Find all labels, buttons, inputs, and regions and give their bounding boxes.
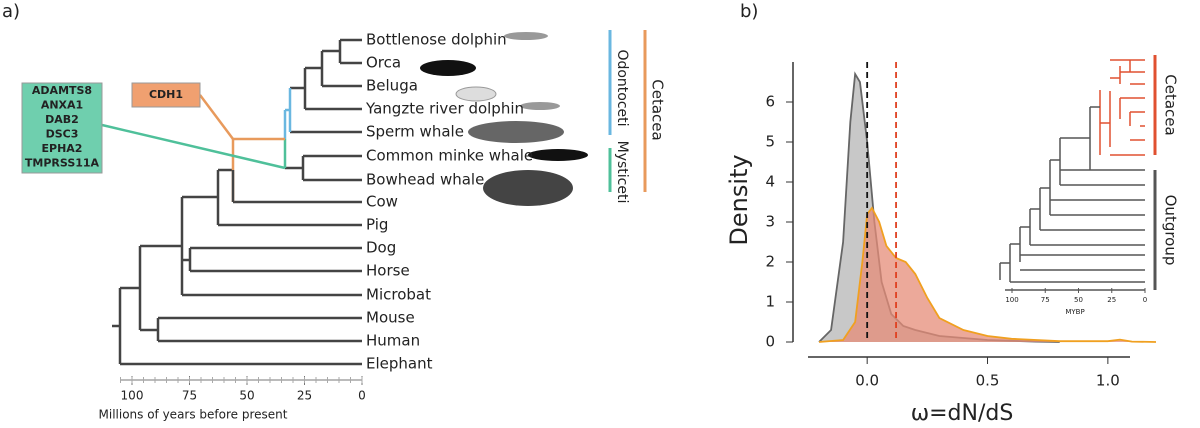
y-tick-label: 1 (765, 293, 775, 311)
x-tick-label: 1.0 (1096, 372, 1120, 390)
density-line (818, 206, 1157, 343)
y-tick-label: 0 (765, 333, 775, 351)
taxon-label: Mouse (366, 309, 415, 327)
tick-label: 0 (358, 389, 366, 403)
taxon-label: Bottlenose dolphin (366, 31, 507, 49)
inset-label: Outgroup (1162, 195, 1180, 266)
tick-label: 50 (239, 389, 254, 403)
taxon-label: Cow (366, 193, 398, 211)
taxon-label: Human (366, 332, 420, 350)
tick-label: 100 (121, 389, 144, 403)
inset-label: Cetacea (1162, 74, 1180, 135)
tick-label: 50 (1074, 296, 1083, 304)
y-tick-label: 3 (765, 213, 775, 231)
tick-label: 75 (1041, 296, 1050, 304)
x-axis-label: ω=dN/dS (911, 401, 1014, 426)
taxon-label: Sperm whale (366, 123, 464, 141)
taxon-label: Dog (366, 239, 396, 257)
tick-label: 25 (297, 389, 312, 403)
y-tick-label: 6 (765, 93, 775, 111)
y-axis-label: Density (725, 154, 753, 245)
taxon-label: Beluga (366, 77, 418, 95)
taxon-label: Common minke whale (366, 147, 533, 165)
taxon-label: Yangzte river dolphin (365, 100, 524, 118)
taxon-label: Pig (366, 216, 388, 234)
axis-label: Millions of years before present (99, 408, 288, 422)
taxon-label: Orca (366, 54, 401, 72)
gene-label: DSC3 (46, 128, 79, 141)
clade-label: Mysticeti (614, 141, 630, 204)
gene-label: ANXA1 (41, 99, 83, 112)
x-tick-label: 0.5 (976, 372, 1000, 390)
taxon-label: Bowhead whale (366, 171, 484, 189)
panel-label: b) (740, 1, 758, 22)
inset-tree (999, 55, 1157, 291)
gene-label: EPHA2 (42, 142, 83, 155)
gene-label: TMPRSS11A (25, 157, 100, 170)
panel-label: a) (2, 1, 20, 22)
taxon-label: Microbat (366, 286, 431, 304)
clade-label: Odontoceti (614, 49, 630, 126)
density-area (819, 74, 1060, 342)
tick-label: 75 (182, 389, 197, 403)
gene-label: DAB2 (45, 113, 79, 126)
y-tick-label: 2 (765, 253, 775, 271)
axis-line (792, 62, 1130, 358)
clade-label: Cetacea (649, 79, 667, 140)
phylogeny (21, 30, 647, 381)
y-tick-label: 5 (765, 133, 775, 151)
gene-label: CDH1 (149, 88, 183, 101)
taxon-label: Elephant (366, 355, 433, 373)
taxon-label: Horse (366, 262, 410, 280)
density-area (819, 208, 1156, 342)
tick-label: 25 (1107, 296, 1116, 304)
y-tick-label: 4 (765, 173, 775, 191)
inset-axis-label: MYBP (1065, 308, 1084, 316)
gene-label: ADAMTS8 (32, 84, 92, 97)
tick-label: 0 (1143, 296, 1147, 304)
x-tick-label: 0.0 (855, 372, 879, 390)
tick-label: 100 (1005, 296, 1018, 304)
